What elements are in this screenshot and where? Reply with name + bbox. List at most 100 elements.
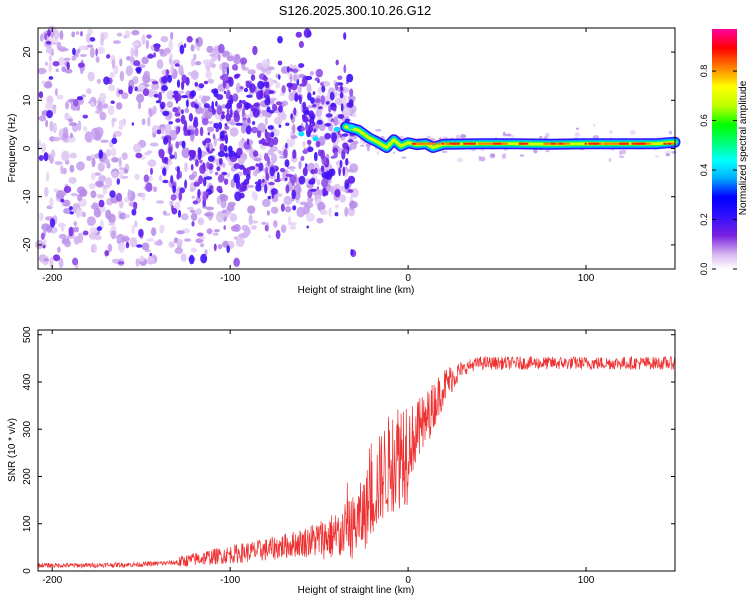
noise-blob-edge xyxy=(668,130,673,135)
noise-blob-edge xyxy=(480,156,486,162)
noise-blob-dark xyxy=(277,60,283,66)
noise-blob-dark xyxy=(221,171,228,176)
noise-blob-dark xyxy=(320,95,325,105)
noise-blob xyxy=(121,236,130,242)
noise-blob-edge xyxy=(375,128,382,132)
noise-blob xyxy=(168,39,174,51)
noise-blob xyxy=(189,209,196,213)
noise-blob xyxy=(270,206,279,214)
noise-blob xyxy=(217,244,223,250)
noise-blob xyxy=(63,208,72,214)
noise-blob-dark xyxy=(343,32,347,40)
colorbar-tick-label: 0.8 xyxy=(699,65,709,78)
noise-blob-dark xyxy=(347,139,354,143)
noise-blob xyxy=(135,258,140,267)
noise-blob xyxy=(95,110,104,114)
noise-blob xyxy=(213,137,217,147)
noise-blob xyxy=(147,256,155,265)
noise-blob-dark xyxy=(302,167,308,177)
noise-blob-dark xyxy=(296,79,300,86)
noise-blob-dark xyxy=(207,132,210,136)
noise-blob-dark xyxy=(95,48,98,57)
noise-blob-dark xyxy=(299,95,302,105)
noise-blob-dark xyxy=(228,76,234,87)
noise-blob-dark xyxy=(165,69,170,76)
snr-xtick-label: -200 xyxy=(42,575,62,586)
snr-ytick-label: 100 xyxy=(22,515,33,532)
noise-blob xyxy=(62,127,69,138)
noise-blob xyxy=(170,63,174,75)
noise-blob xyxy=(229,127,239,137)
noise-blob-dark xyxy=(254,181,260,185)
noise-blob-dark xyxy=(203,80,209,85)
noise-blob xyxy=(111,170,120,179)
colorbar-tick-label: 0.2 xyxy=(699,213,709,226)
noise-blob xyxy=(131,224,135,234)
noise-blob-edge xyxy=(392,151,396,154)
noise-blob xyxy=(45,119,49,128)
snr-xtick-label: 0 xyxy=(405,575,411,586)
noise-blob-dark xyxy=(213,123,217,129)
noise-blob-dark xyxy=(80,31,83,37)
noise-blob-edge xyxy=(478,156,482,161)
noise-blob xyxy=(241,153,248,160)
noise-blob xyxy=(113,40,121,44)
noise-blob-dark xyxy=(298,63,305,68)
noise-blob xyxy=(156,200,165,204)
noise-blob-dark xyxy=(342,142,349,150)
noise-blob-edge xyxy=(510,135,515,138)
noise-blob xyxy=(158,175,163,182)
noise-blob xyxy=(97,46,105,55)
noise-blob xyxy=(118,156,122,168)
noise-blob-dark xyxy=(135,152,143,159)
noise-blob xyxy=(69,152,78,159)
noise-blob-dark xyxy=(161,105,164,110)
noise-blob-dark xyxy=(223,178,229,185)
snr-line xyxy=(37,355,676,569)
noise-blob-dark xyxy=(194,127,199,137)
noise-blob xyxy=(273,116,283,125)
noise-blob xyxy=(130,47,135,58)
noise-blob-dark xyxy=(285,173,293,177)
noise-blob xyxy=(141,118,146,126)
noise-blob xyxy=(99,92,107,101)
noise-blob xyxy=(49,197,54,208)
noise-blob xyxy=(77,194,83,202)
spectrogram-xtick-label: 100 xyxy=(578,273,595,284)
noise-blob-dark xyxy=(138,228,144,238)
noise-blob xyxy=(109,71,116,79)
noise-blob xyxy=(343,107,351,117)
noise-blob-dark xyxy=(314,167,318,174)
noise-blob-dark xyxy=(163,136,168,145)
noise-blob-dark xyxy=(156,129,162,135)
noise-blob-dark xyxy=(104,250,110,257)
noise-blob-dark xyxy=(274,178,281,183)
noise-blob-dark xyxy=(197,188,201,199)
noise-blob-dark xyxy=(256,130,262,138)
noise-blob xyxy=(269,97,278,102)
noise-blob xyxy=(219,194,229,202)
noise-blob xyxy=(118,242,126,253)
noise-blob-dark xyxy=(181,74,187,84)
noise-blob-dark xyxy=(239,86,244,90)
noise-blob xyxy=(64,239,72,248)
noise-blob-dark xyxy=(200,253,208,264)
snr-y-axis: 0 100 200 300 400 500 xyxy=(22,326,675,574)
noise-blob-dark xyxy=(294,92,299,102)
noise-blob-dark xyxy=(222,78,227,89)
noise-blob xyxy=(86,216,96,227)
noise-blob xyxy=(150,227,157,237)
noise-blob xyxy=(58,56,65,67)
noise-blob xyxy=(149,90,159,95)
noise-blob xyxy=(71,55,77,61)
noise-blob xyxy=(94,126,104,138)
noise-blob xyxy=(149,142,159,147)
noise-blob-dark xyxy=(171,205,174,212)
noise-blob-dark xyxy=(174,112,181,117)
noise-blob-dark xyxy=(235,122,243,126)
noise-blob xyxy=(119,170,124,179)
noise-blob-dark xyxy=(142,88,150,97)
noise-blob xyxy=(39,212,44,222)
noise-blob xyxy=(51,105,57,115)
noise-blob xyxy=(264,117,268,126)
